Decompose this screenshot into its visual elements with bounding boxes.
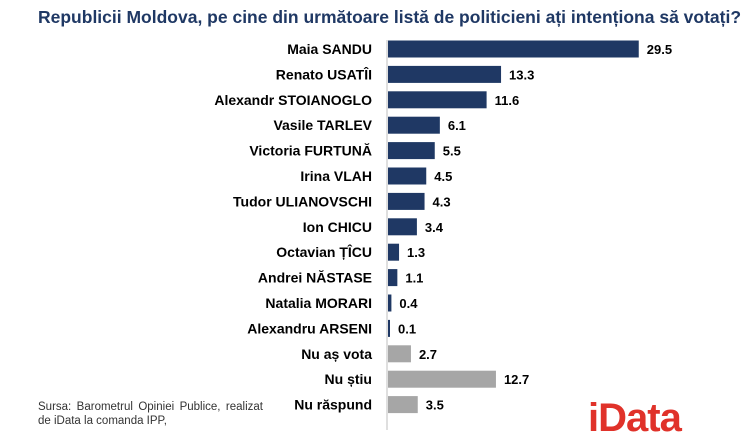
bar-chart: Maia SANDU 29.5 Renato USATÎI 13.3 Alexandr …: [214, 40, 672, 430]
category-label: Maia SANDU: [287, 41, 372, 57]
value-label: 3.4: [425, 220, 444, 235]
value-label: 1.3: [407, 245, 425, 260]
chart-title: Republicii Moldova, pe cine din următoar…: [38, 7, 742, 27]
value-label: 5.5: [443, 144, 461, 159]
category-label: Renato USATÎI: [276, 65, 372, 82]
category-label: Natalia MORARI: [265, 295, 372, 311]
bar: [388, 192, 425, 210]
bar: [388, 319, 390, 337]
value-label: 4.3: [433, 194, 451, 209]
bar: [388, 294, 392, 312]
bar: [388, 40, 639, 58]
value-label: 6.1: [448, 118, 466, 133]
bar: [388, 370, 496, 388]
bar: [388, 269, 398, 287]
idata-logo: iData: [588, 396, 682, 440]
category-label: Ion CHICU: [303, 219, 372, 235]
value-label: 2.7: [419, 347, 437, 362]
category-label: Alexandru ARSENI: [247, 320, 372, 336]
value-label: 12.7: [504, 372, 529, 387]
value-label: 29.5: [647, 42, 672, 57]
bar: [388, 91, 487, 109]
category-label: Vasile TARLEV: [273, 117, 372, 133]
value-label: 1.1: [405, 271, 423, 286]
bar: [388, 243, 400, 261]
category-label: Irina VLAH: [300, 168, 372, 184]
bar: [388, 396, 418, 414]
bar: [388, 65, 502, 83]
category-label: Nu aș vota: [301, 346, 372, 362]
category-label: Alexandr STOIANOGLO: [214, 92, 372, 108]
category-label: Andrei NĂSTASE: [258, 270, 372, 286]
value-label: 4.5: [434, 169, 452, 184]
category-label: Tudor ULIANOVSCHI: [233, 193, 372, 209]
category-label: Octavian ȚÎCU: [276, 243, 372, 260]
value-label: 13.3: [509, 67, 534, 82]
value-label: 0.4: [399, 296, 418, 311]
category-label: Victoria FURTUNĂ: [249, 143, 372, 159]
category-label: Nu știu: [325, 371, 372, 387]
category-label: Nu răspund: [294, 397, 372, 413]
value-label: 0.1: [398, 321, 416, 336]
bar: [388, 218, 417, 236]
source-note: Sursa: Barometrul Opiniei Publice, reali…: [38, 401, 263, 427]
bar: [388, 116, 440, 134]
bar: [388, 167, 427, 185]
value-label: 11.6: [495, 93, 520, 108]
bar: [388, 345, 411, 363]
value-label: 3.5: [426, 398, 444, 413]
bar: [388, 142, 435, 160]
